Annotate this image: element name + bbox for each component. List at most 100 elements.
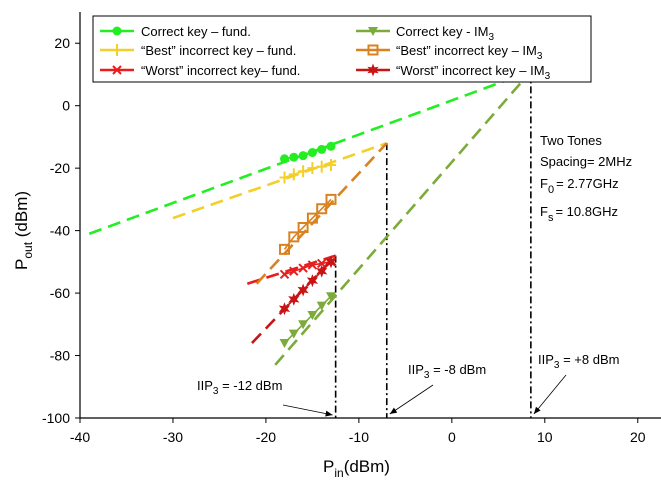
- legend-label: “Best” incorrect key – fund.: [141, 43, 296, 58]
- data-point: [278, 302, 291, 316]
- info-box: Two Tones Spacing= 2MHz F0 = 2.77GHz Fs = …: [540, 133, 632, 224]
- legend: Correct key – fund. “Best” incorrect key …: [92, 15, 592, 83]
- x-axis-label-rest: (dBm): [344, 457, 390, 476]
- info-fs-main: F: [540, 204, 548, 219]
- legend-items: Correct key – fund. “Best” incorrect key …: [100, 24, 551, 82]
- annotation-arrow: [389, 384, 434, 415]
- data-point: [326, 141, 336, 151]
- data-point: [307, 162, 318, 175]
- series-trend-line: [274, 70, 532, 366]
- legend-marker: [368, 27, 378, 36]
- annotation-arrowhead: [325, 410, 333, 417]
- annotation-arrowhead: [533, 406, 541, 414]
- info-f0-rest: = 2.77GHz: [556, 176, 619, 191]
- annotation-arrow: [533, 374, 567, 415]
- y-tick-label: 0: [62, 98, 70, 114]
- legend-label: Correct key - IM3: [396, 24, 494, 43]
- legend-marker: [367, 63, 379, 77]
- axes: [79, 12, 661, 419]
- legend-marker: [112, 26, 122, 36]
- data-point: [317, 144, 327, 154]
- data-point: [288, 231, 300, 243]
- data-point: [289, 266, 299, 276]
- annotation-arrow: [282, 404, 333, 416]
- y-ticks: -100 -80 -60 -40 -20 0 20: [42, 35, 80, 426]
- data-point: [307, 310, 318, 320]
- info-spacing: Spacing= 2MHz: [540, 154, 632, 169]
- x-tick-label: -20: [256, 429, 276, 445]
- x-axis-label-main: P: [323, 457, 334, 476]
- x-tick-label: -30: [163, 429, 183, 445]
- data-point: [279, 243, 291, 255]
- data-point: [316, 160, 327, 173]
- data-point: [316, 301, 327, 311]
- data-point: [325, 159, 336, 172]
- data-point: [288, 292, 300, 306]
- x-tick-label: 20: [630, 429, 646, 445]
- data-point: [279, 171, 290, 184]
- legend-label: “Worst” incorrect key – IM3: [396, 63, 551, 82]
- series-trend-line: [172, 141, 388, 220]
- info-f0-sub: 0: [548, 184, 554, 196]
- x-tick-label: -10: [349, 429, 369, 445]
- data-point: [307, 260, 318, 270]
- data-point: [298, 151, 308, 161]
- data-point: [280, 154, 290, 164]
- info-f0: F0 = 2.77GHz: [540, 176, 619, 196]
- x-tick-label: 0: [448, 429, 456, 445]
- data-point: [279, 269, 290, 280]
- data-point: [289, 152, 299, 162]
- y-axis-label: Pout (dBm): [12, 191, 35, 270]
- x-tick-label: -40: [70, 429, 90, 445]
- y-tick-label: -40: [50, 223, 70, 239]
- y-tick-label: 20: [54, 35, 70, 51]
- info-fs: Fs = 10.8GHz: [540, 204, 618, 224]
- data-point: [316, 264, 328, 278]
- info-tones: Two Tones: [540, 133, 602, 148]
- info-fs-sub: s: [548, 212, 554, 224]
- y-axis-label-main: P: [12, 259, 31, 270]
- x-axis-label: Pin(dBm): [323, 457, 390, 480]
- data-point: [316, 258, 327, 269]
- y-tick-label: -100: [42, 410, 70, 426]
- x-tick-label: 10: [537, 429, 553, 445]
- data-point: [325, 193, 337, 205]
- data-point: [279, 339, 290, 349]
- legend-label: Correct key – fund.: [141, 24, 251, 39]
- iip3-annotation: IIP3 = -12 dBm: [197, 378, 282, 397]
- x-ticks: -40 -30 -20 -10 0 10 20: [70, 418, 646, 445]
- legend-marker: [367, 44, 379, 56]
- y-axis-label-sub: out: [21, 241, 35, 258]
- series-trend-line: [255, 142, 388, 285]
- y-tick-label: -20: [50, 160, 70, 176]
- data-point: [316, 203, 328, 215]
- info-f0-main: F: [540, 176, 548, 191]
- x-axis-label-sub: in: [334, 466, 343, 480]
- iip3-annotation: IIP3 = -8 dBm: [408, 362, 486, 381]
- info-fs-rest: = 10.8GHz: [555, 204, 618, 219]
- annotation-arrowhead: [389, 407, 398, 414]
- y-axis-label-rest: (dBm): [12, 191, 31, 242]
- iip3-annotation: IIP3 = +8 dBm: [538, 352, 619, 371]
- legend-box: [92, 15, 592, 83]
- data-point: [325, 255, 337, 269]
- data-point: [288, 329, 299, 339]
- data-point: [288, 168, 299, 181]
- legend-label: “Best” incorrect key – IM3: [396, 43, 543, 62]
- legend-marker: [112, 44, 122, 56]
- data-point: [307, 148, 317, 158]
- data-point: [298, 263, 308, 273]
- data-point: [306, 274, 319, 288]
- series-trend-line: [88, 70, 532, 235]
- plot-area: [88, 70, 532, 418]
- data-point: [297, 283, 309, 297]
- data-point: [298, 320, 309, 330]
- annotations: IIP3 = -12 dBm IIP3 = -8 dBm IIP3 = +8 dBm: [197, 352, 619, 417]
- data-point: [325, 292, 336, 302]
- data-point: [297, 221, 309, 233]
- y-tick-label: -60: [50, 285, 70, 301]
- legend-label: “Worst” incorrect key– fund.: [141, 63, 300, 78]
- y-tick-label: -80: [50, 348, 70, 364]
- data-point: [298, 165, 309, 178]
